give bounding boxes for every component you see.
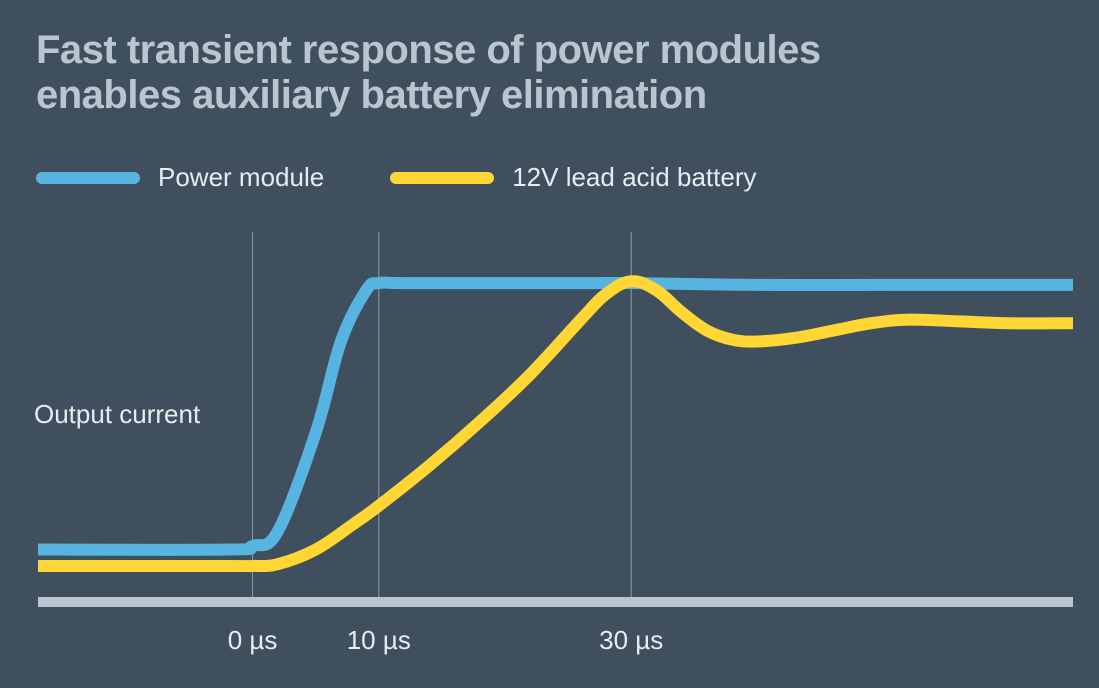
legend-label: 12V lead acid battery — [512, 162, 756, 193]
legend-swatch — [36, 172, 140, 184]
x-tick-label: 0 µs — [228, 625, 278, 656]
chart-legend: Power module 12V lead acid battery — [36, 162, 756, 193]
x-tick-label: 10 µs — [347, 625, 411, 656]
x-tick-label: 30 µs — [599, 625, 663, 656]
transient-response-chart — [38, 232, 1073, 607]
legend-swatch — [390, 172, 494, 184]
legend-label: Power module — [158, 162, 324, 193]
series-line — [38, 281, 1073, 566]
page-title: Fast transient response of power modules… — [36, 28, 821, 118]
title-line-2: enables auxiliary battery elimination — [36, 73, 821, 118]
x-axis-ticks: 0 µs 10 µs 30 µs — [38, 625, 1073, 665]
title-line-1: Fast transient response of power modules — [36, 28, 821, 73]
